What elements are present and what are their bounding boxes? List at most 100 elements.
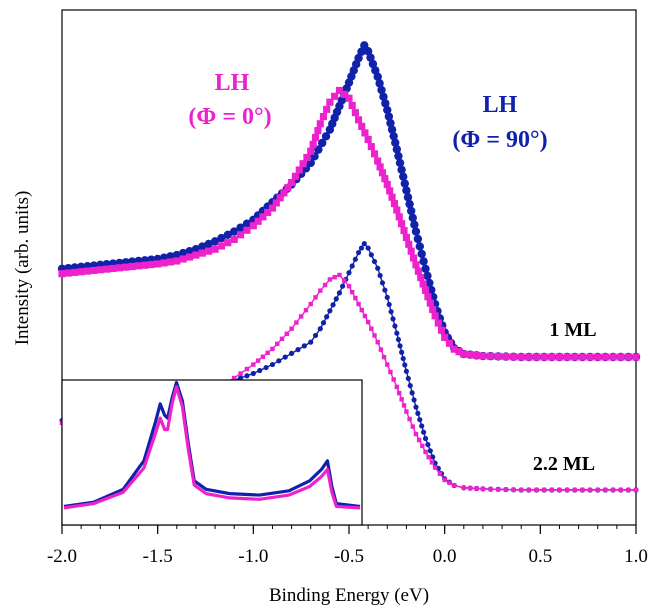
x-tick-label-5: 0.5 xyxy=(528,546,552,567)
data-point xyxy=(414,267,422,275)
data-point xyxy=(400,179,410,188)
data-point xyxy=(417,249,426,259)
data-point xyxy=(378,169,387,177)
data-point xyxy=(357,47,366,56)
data-point xyxy=(90,266,98,275)
data-point xyxy=(394,384,400,390)
data-point xyxy=(191,245,201,254)
data-point xyxy=(384,294,390,300)
annotation-1ml: 1 ML xyxy=(549,319,596,341)
data-point xyxy=(405,240,413,248)
data-point xyxy=(555,353,564,361)
data-point xyxy=(353,295,358,301)
data-point xyxy=(303,153,311,162)
data-point xyxy=(587,487,593,493)
data-point xyxy=(198,242,207,251)
data-point xyxy=(571,353,579,361)
data-point xyxy=(424,293,432,301)
data-point xyxy=(368,252,374,258)
data-point xyxy=(423,449,428,455)
data-point xyxy=(282,354,288,360)
data-point xyxy=(427,448,433,454)
data-point xyxy=(103,265,111,273)
data-point xyxy=(327,277,333,282)
data-point xyxy=(487,352,495,360)
data-point xyxy=(407,247,415,255)
data-point xyxy=(511,487,516,492)
data-point xyxy=(391,138,400,147)
data-point xyxy=(377,272,383,279)
data-point xyxy=(276,358,282,364)
data-point xyxy=(289,350,295,356)
data-point xyxy=(314,127,322,135)
data-point xyxy=(368,59,378,69)
data-point xyxy=(323,105,331,113)
data-point xyxy=(408,213,417,223)
data-point xyxy=(434,319,442,327)
data-point xyxy=(358,122,366,130)
data-point xyxy=(237,231,245,239)
data-point xyxy=(289,326,294,331)
data-point xyxy=(231,375,237,381)
data-point xyxy=(578,353,586,361)
data-point xyxy=(270,346,275,352)
data-point xyxy=(429,305,437,314)
data-point xyxy=(415,410,421,416)
data-point xyxy=(303,308,309,313)
data-point xyxy=(432,465,438,470)
data-point xyxy=(388,369,393,375)
data-point xyxy=(419,257,428,266)
data-point xyxy=(363,47,373,56)
data-point xyxy=(342,278,347,283)
data-point xyxy=(230,227,239,236)
data-point xyxy=(259,213,267,221)
data-point xyxy=(397,165,406,175)
data-point xyxy=(549,487,555,493)
x-tick-label-1: -1.5 xyxy=(143,546,173,567)
data-point xyxy=(383,180,391,189)
data-point xyxy=(260,354,266,359)
data-point xyxy=(407,383,413,389)
annotation-lh-phi90-line1: LH xyxy=(483,92,518,118)
data-point xyxy=(398,220,406,228)
x-tick-label-0: -2.0 xyxy=(47,546,77,567)
data-point xyxy=(128,262,136,271)
series-line-0-1 xyxy=(61,89,636,358)
data-point xyxy=(617,353,625,361)
data-point xyxy=(257,367,263,374)
data-point xyxy=(442,477,447,483)
data-point xyxy=(331,92,339,100)
data-point xyxy=(502,353,510,361)
data-point xyxy=(397,390,402,396)
data-point xyxy=(356,301,361,307)
data-point xyxy=(244,373,250,379)
data-point xyxy=(173,257,181,265)
data-point xyxy=(301,343,307,349)
data-point xyxy=(367,143,375,151)
data-point xyxy=(160,259,168,267)
data-point xyxy=(263,364,269,371)
data-point xyxy=(349,263,355,269)
data-point xyxy=(403,368,409,374)
data-point xyxy=(594,353,602,361)
data-point xyxy=(388,193,396,201)
data-point xyxy=(390,200,399,208)
data-point xyxy=(557,487,562,493)
data-point xyxy=(83,267,92,275)
data-point xyxy=(397,343,403,349)
data-point xyxy=(251,362,256,367)
data-point xyxy=(354,53,363,63)
data-point xyxy=(618,487,623,493)
data-point xyxy=(415,242,424,251)
data-point xyxy=(291,172,299,180)
data-point xyxy=(494,352,502,360)
data-point xyxy=(299,160,307,168)
data-point xyxy=(250,370,256,377)
data-point xyxy=(237,375,244,381)
data-point xyxy=(254,217,262,225)
data-point xyxy=(372,333,377,338)
data-point xyxy=(272,199,280,207)
data-point xyxy=(437,471,443,476)
data-point xyxy=(385,362,390,367)
